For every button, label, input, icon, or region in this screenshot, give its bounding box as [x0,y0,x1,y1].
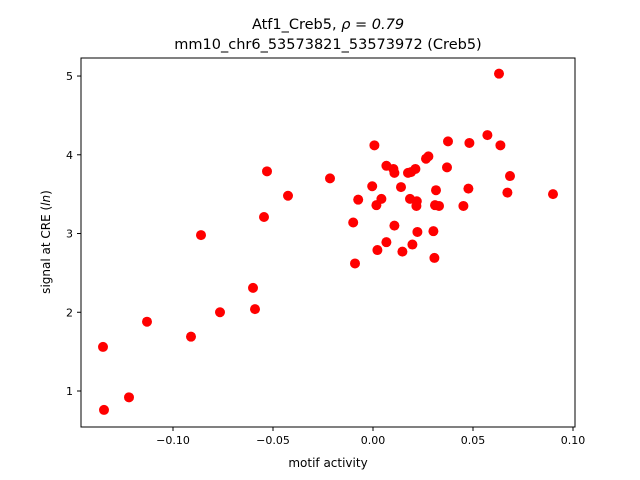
data-point [353,194,364,205]
data-point [434,200,444,211]
y-tick-label: 2 [66,306,73,319]
data-point [325,173,335,184]
x-axis-label: motif activity [288,456,367,470]
y-tick-label: 4 [66,149,73,162]
data-point [411,200,422,211]
data-point [396,182,406,193]
x-tick-label: 0.10 [561,434,586,447]
data-point [389,167,400,178]
data-point [369,140,380,151]
title-rho: ρ = 0.79 [341,17,404,33]
data-point [350,258,360,269]
data-point [505,171,515,182]
data-point [428,226,439,237]
data-point [389,220,400,231]
y-tick-label: 1 [66,385,73,398]
data-point [463,183,474,194]
data-point [548,189,558,200]
x-tick-label: 0.00 [361,434,386,447]
data-point [371,200,382,211]
data-point [259,211,269,222]
x-tick-label: −0.05 [256,434,290,447]
data-point [196,230,206,241]
y-label-prefix: signal at CRE ( [39,206,53,294]
data-point [248,282,258,293]
data-point [423,151,434,162]
data-point [412,226,423,237]
data-point [186,331,196,342]
data-point [367,181,378,192]
y-tick-label: 3 [66,228,73,241]
data-point [482,130,493,141]
x-axis: −0.10 −0.05 0.00 0.05 0.10 [156,427,585,447]
data-point [443,136,453,147]
data-point [372,245,383,256]
chart-title: Atf1_Creb5, ρ = 0.79 [252,17,404,33]
x-tick-label: 0.05 [461,434,486,447]
plot-frame [80,57,576,428]
data-point [495,140,506,151]
data-point [431,185,441,196]
y-label-suffix: ) [39,190,53,195]
x-tick-label: −0.10 [156,434,190,447]
data-point [442,162,452,173]
data-point [410,163,421,174]
data-point [464,137,475,148]
data-point [99,404,109,415]
data-point [98,341,108,352]
data-point [283,190,293,201]
points-layer [98,68,558,415]
data-point [142,316,152,327]
y-tick-label: 5 [66,70,73,83]
data-point [124,392,134,403]
data-point [250,304,260,315]
data-point [458,200,469,211]
data-point [397,246,408,257]
data-point [348,217,359,228]
data-point [407,239,418,250]
chart-subtitle: mm10_chr6_53573821_53573972 (Creb5) [174,37,481,53]
y-axis: 1 2 3 4 5 [66,70,81,398]
title-gene-pair: Atf1_Creb5, [252,17,341,33]
data-point [502,187,513,198]
data-point [494,68,504,79]
y-label-ln: ln [39,195,53,206]
data-point [429,252,440,263]
data-point [262,166,272,177]
data-point [381,237,392,248]
data-point [215,307,225,318]
y-axis-label: signal at CRE (ln) [39,190,53,294]
